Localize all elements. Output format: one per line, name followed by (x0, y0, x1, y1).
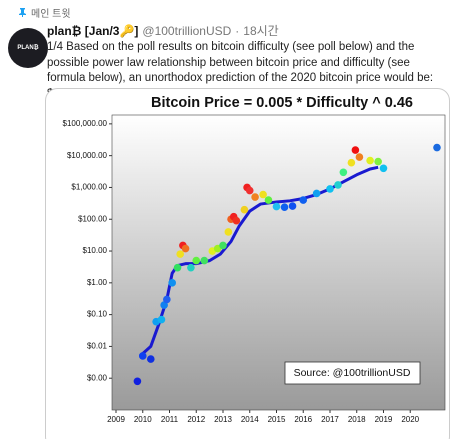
price-point (334, 181, 342, 189)
handle[interactable]: @100trillionUSD (142, 24, 232, 38)
x-tick-label: 2016 (294, 415, 312, 424)
plot-area (111, 114, 446, 411)
price-point (187, 263, 195, 272)
price-point (157, 315, 166, 324)
price-point (299, 196, 308, 204)
display-name[interactable]: plan₿ [Jan/3🔑] (47, 24, 139, 38)
y-tick-label: $0.10 (87, 310, 108, 319)
x-tick-label: 2020 (401, 415, 419, 424)
x-tick-label: 2017 (321, 415, 339, 424)
x-tick-label: 2015 (268, 415, 286, 424)
price-point (264, 196, 273, 204)
price-point (176, 250, 185, 258)
x-tick-label: 2019 (375, 415, 393, 424)
price-point (219, 241, 227, 250)
price-point (245, 186, 254, 195)
x-tick-label: 2009 (107, 415, 125, 424)
chart-title: Bitcoin Price = 0.005 * Difficulty ^ 0.4… (151, 95, 413, 111)
price-point (339, 168, 348, 177)
price-point (173, 263, 182, 272)
price-point (163, 295, 171, 304)
price-point (351, 146, 360, 154)
x-tick-label: 2013 (214, 415, 232, 424)
price-point (366, 156, 374, 165)
price-point (168, 279, 176, 287)
time[interactable]: 18시간 (243, 24, 279, 38)
price-point (240, 205, 249, 214)
avatar[interactable]: PLAN₿ (8, 28, 48, 68)
y-tick-label: $1,000.00 (71, 183, 107, 192)
x-tick-label: 2018 (348, 415, 366, 424)
separator: · (235, 24, 240, 38)
y-tick-label: $1.00 (87, 278, 108, 287)
price-point (138, 352, 147, 360)
y-tick-label: $10,000.00 (67, 151, 108, 160)
price-point (251, 193, 259, 201)
price-point (347, 158, 356, 167)
y-tick-label: $0.00 (87, 373, 108, 382)
price-point (146, 355, 155, 363)
price-point (133, 377, 142, 386)
price-point (355, 153, 364, 161)
price-point (181, 244, 190, 253)
price-point (200, 256, 209, 265)
annotation-box (284, 361, 421, 385)
y-tick-label: $0.01 (87, 342, 108, 351)
x-tick-label: 2012 (187, 415, 205, 424)
x-tick-label: 2014 (241, 415, 259, 424)
y-tick-label: $100.00 (78, 214, 107, 223)
price-point (192, 256, 201, 265)
pinned-label: 메인 트윗 (18, 5, 71, 20)
pin-icon (19, 8, 26, 17)
price-point (259, 190, 267, 199)
y-tick-label: $100,000.00 (63, 119, 108, 128)
chart[interactable]: Bitcoin Price = 0.005 * Difficulty ^ 0.4… (45, 88, 450, 439)
price-point (224, 228, 233, 236)
x-tick-label: 2010 (134, 415, 152, 424)
price-point (288, 202, 297, 210)
name-line: plan₿ [Jan/3🔑] @100trillionUSD · 18시간 (47, 22, 279, 39)
price-point (433, 143, 441, 152)
price-point (312, 189, 321, 198)
y-tick-label: $10.00 (83, 246, 108, 255)
price-point (379, 164, 388, 173)
price-point (232, 216, 241, 225)
pinned-text: 메인 트윗 (31, 9, 71, 20)
price-point (280, 203, 289, 211)
price-point (326, 185, 334, 193)
price-point (272, 202, 281, 211)
x-tick-label: 2011 (161, 415, 179, 424)
price-point (374, 157, 382, 166)
annotation: Source: @100trillionUSD (294, 367, 411, 379)
